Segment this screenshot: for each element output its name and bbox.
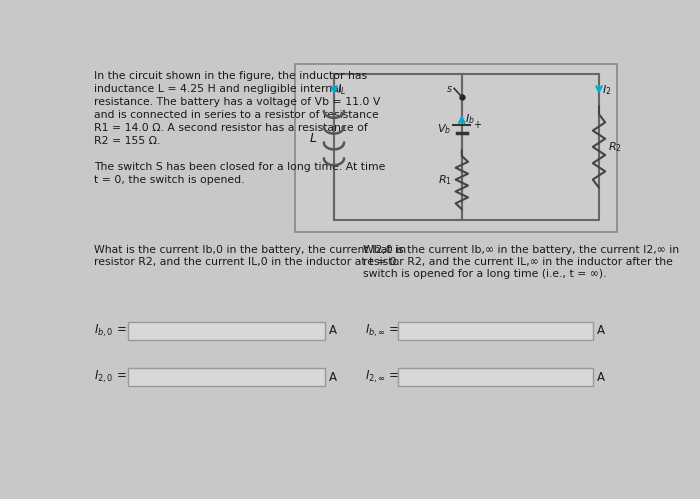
Text: switch is opened for a long time (i.e., t = ∞).: switch is opened for a long time (i.e., … xyxy=(363,269,606,279)
Text: A: A xyxy=(596,371,605,384)
Text: $I_{b,∞}$ =: $I_{b,∞}$ = xyxy=(365,323,400,339)
Bar xyxy=(128,322,326,340)
Text: s: s xyxy=(447,84,452,94)
Text: resistance. The battery has a voltage of Vb = 11.0 V: resistance. The battery has a voltage of… xyxy=(94,97,380,107)
Bar xyxy=(295,64,617,232)
Text: resistor R2, and the current IL,∞ in the inductor after the: resistor R2, and the current IL,∞ in the… xyxy=(363,257,673,267)
Text: inductance L = 4.25 H and negligible internal: inductance L = 4.25 H and negligible int… xyxy=(94,84,342,94)
Text: t = 0, the switch is opened.: t = 0, the switch is opened. xyxy=(94,175,244,186)
Bar xyxy=(128,368,326,386)
Text: R1 = 14.0 Ω. A second resistor has a resistance of: R1 = 14.0 Ω. A second resistor has a res… xyxy=(94,123,368,133)
Text: $V_b$: $V_b$ xyxy=(437,122,451,136)
Text: $I_2$: $I_2$ xyxy=(602,83,612,97)
Text: A: A xyxy=(329,371,337,384)
Bar xyxy=(398,368,593,386)
Text: What is the current Ib,∞ in the battery, the current I2,∞ in: What is the current Ib,∞ in the battery,… xyxy=(363,245,679,254)
Text: resistor R2, and the current IL,0 in the inductor at t = 0.: resistor R2, and the current IL,0 in the… xyxy=(94,257,400,267)
Bar xyxy=(398,322,593,340)
Text: $I_L$: $I_L$ xyxy=(337,83,346,97)
Text: A: A xyxy=(596,324,605,337)
Text: A: A xyxy=(329,324,337,337)
Text: The switch S has been closed for a long time. At time: The switch S has been closed for a long … xyxy=(94,162,385,172)
Text: R2 = 155 Ω.: R2 = 155 Ω. xyxy=(94,136,160,146)
Text: and is connected in series to a resistor of resistance: and is connected in series to a resistor… xyxy=(94,110,379,120)
Text: L: L xyxy=(310,132,317,145)
Text: $I_b$: $I_b$ xyxy=(465,112,475,126)
Text: +: + xyxy=(473,120,481,130)
Text: In the circuit shown in the figure, the inductor has: In the circuit shown in the figure, the … xyxy=(94,71,367,81)
Text: What is the current Ib,0 in the battery, the current I2,0 in: What is the current Ib,0 in the battery,… xyxy=(94,245,406,254)
Text: $I_{2,∞}$ =: $I_{2,∞}$ = xyxy=(365,369,400,385)
Text: $I_{b,0}$ =: $I_{b,0}$ = xyxy=(94,323,127,339)
Text: $R_1$: $R_1$ xyxy=(438,173,452,187)
Text: $R_2$: $R_2$ xyxy=(608,140,622,154)
Text: $I_{2,0}$ =: $I_{2,0}$ = xyxy=(94,369,127,385)
